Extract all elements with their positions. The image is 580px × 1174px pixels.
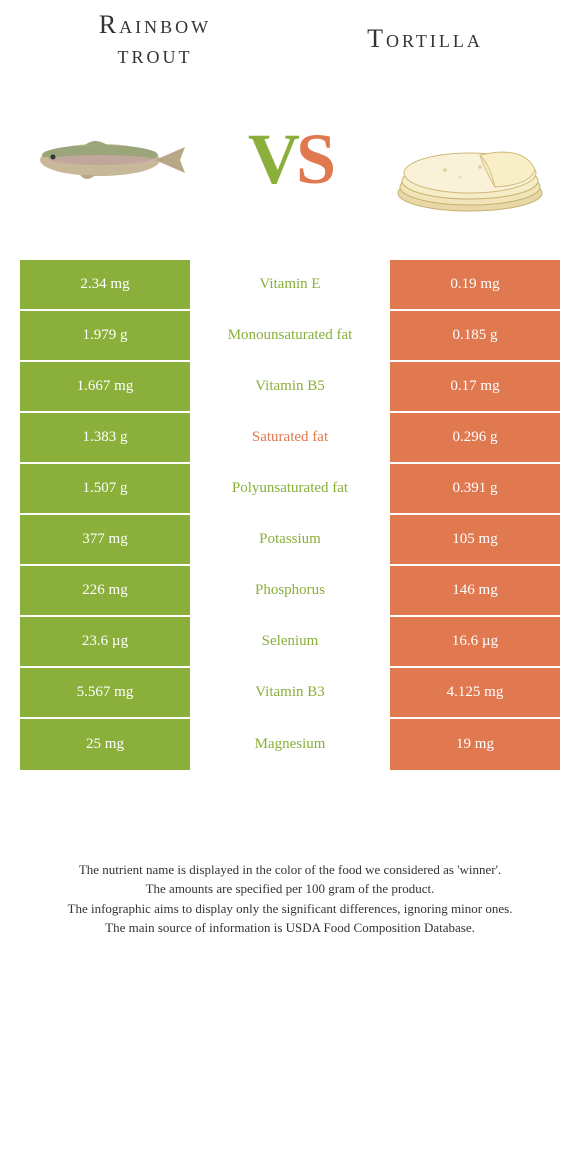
cell-left-value: 5.567 mg — [20, 668, 190, 717]
table-row: 2.34 mgVitamin E0.19 mg — [20, 260, 560, 311]
cell-left-value: 377 mg — [20, 515, 190, 564]
food2-image — [380, 90, 560, 230]
footer: The nutrient name is displayed in the co… — [0, 770, 580, 938]
cell-nutrient-name: Saturated fat — [190, 413, 390, 462]
cell-right-value: 4.125 mg — [390, 668, 560, 717]
vs-v: V — [248, 119, 296, 199]
food1-title-col: Rainbowtrout — [20, 10, 290, 70]
table-row: 25 mgMagnesium19 mg — [20, 719, 560, 770]
table-row: 1.383 gSaturated fat0.296 g — [20, 413, 560, 464]
cell-right-value: 0.296 g — [390, 413, 560, 462]
cell-left-value: 226 mg — [20, 566, 190, 615]
cell-left-value: 25 mg — [20, 719, 190, 770]
cell-left-value: 1.667 mg — [20, 362, 190, 411]
trout-icon — [25, 125, 195, 195]
header: Rainbowtrout Tortilla — [0, 0, 580, 70]
vs-label: VS — [248, 118, 332, 201]
cell-right-value: 16.6 µg — [390, 617, 560, 666]
footer-line-2: The amounts are specified per 100 gram o… — [60, 879, 520, 899]
cell-right-value: 0.185 g — [390, 311, 560, 360]
footer-line-4: The main source of information is USDA F… — [60, 918, 520, 938]
cell-nutrient-name: Phosphorus — [190, 566, 390, 615]
table-row: 1.979 gMonounsaturated fat0.185 g — [20, 311, 560, 362]
images-row: VS — [0, 70, 580, 260]
cell-right-value: 105 mg — [390, 515, 560, 564]
cell-right-value: 0.17 mg — [390, 362, 560, 411]
tortilla-icon — [385, 95, 555, 225]
nutrient-table: 2.34 mgVitamin E0.19 mg1.979 gMonounsatu… — [20, 260, 560, 770]
cell-left-value: 2.34 mg — [20, 260, 190, 309]
cell-nutrient-name: Potassium — [190, 515, 390, 564]
cell-right-value: 0.19 mg — [390, 260, 560, 309]
footer-line-3: The infographic aims to display only the… — [60, 899, 520, 919]
table-row: 5.567 mgVitamin B34.125 mg — [20, 668, 560, 719]
cell-nutrient-name: Polyunsaturated fat — [190, 464, 390, 513]
food2-title-col: Tortilla — [290, 10, 560, 54]
table-row: 1.667 mgVitamin B50.17 mg — [20, 362, 560, 413]
cell-nutrient-name: Vitamin E — [190, 260, 390, 309]
table-row: 1.507 gPolyunsaturated fat0.391 g — [20, 464, 560, 515]
table-row: 377 mgPotassium105 mg — [20, 515, 560, 566]
table-row: 226 mgPhosphorus146 mg — [20, 566, 560, 617]
food1-image — [20, 90, 200, 230]
cell-nutrient-name: Magnesium — [190, 719, 390, 770]
cell-nutrient-name: Selenium — [190, 617, 390, 666]
cell-left-value: 1.507 g — [20, 464, 190, 513]
vs-s: S — [296, 119, 332, 199]
cell-right-value: 19 mg — [390, 719, 560, 770]
cell-nutrient-name: Vitamin B5 — [190, 362, 390, 411]
cell-right-value: 146 mg — [390, 566, 560, 615]
cell-right-value: 0.391 g — [390, 464, 560, 513]
cell-left-value: 23.6 µg — [20, 617, 190, 666]
cell-nutrient-name: Monounsaturated fat — [190, 311, 390, 360]
footer-line-1: The nutrient name is displayed in the co… — [60, 860, 520, 880]
food2-title: Tortilla — [290, 24, 560, 54]
cell-left-value: 1.979 g — [20, 311, 190, 360]
cell-left-value: 1.383 g — [20, 413, 190, 462]
table-row: 23.6 µgSelenium16.6 µg — [20, 617, 560, 668]
cell-nutrient-name: Vitamin B3 — [190, 668, 390, 717]
food1-title: Rainbowtrout — [20, 10, 290, 70]
